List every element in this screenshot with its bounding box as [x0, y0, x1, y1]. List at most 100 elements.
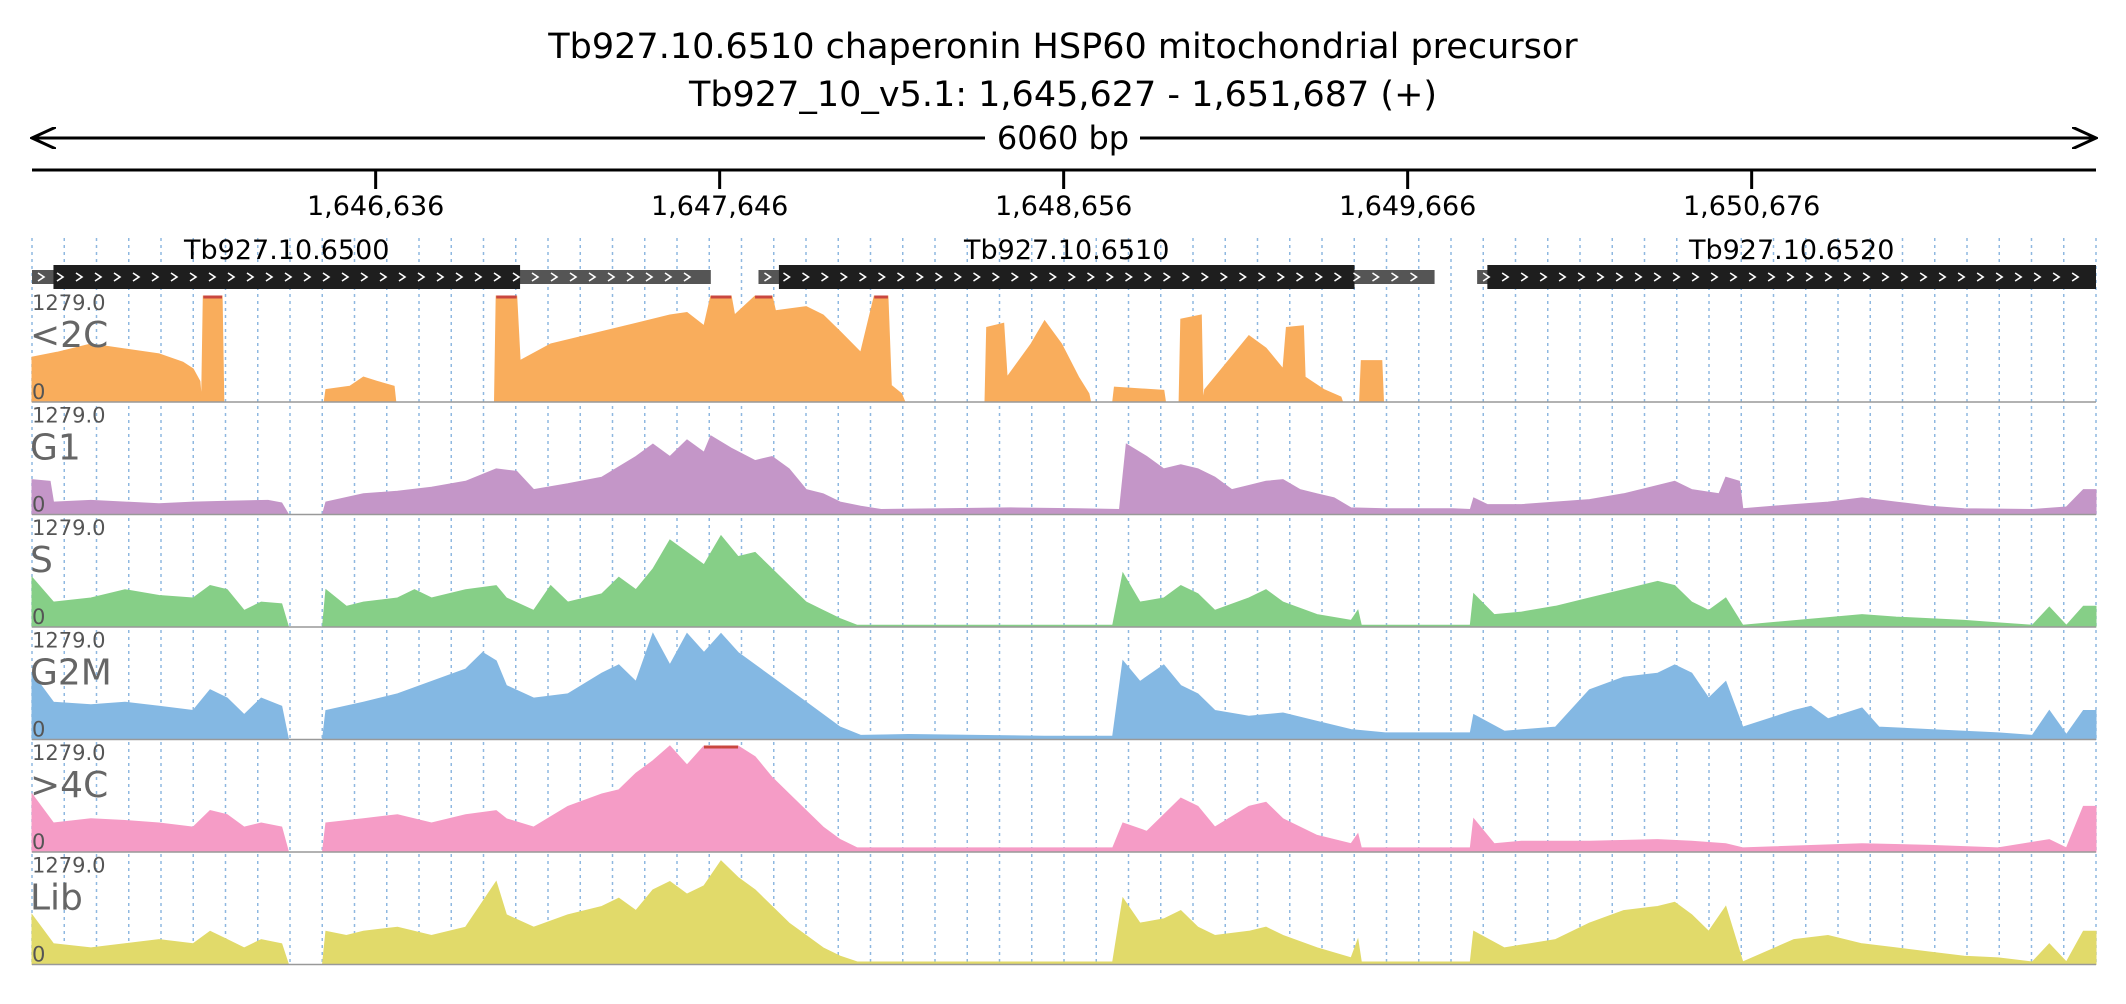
ruler-tick-label: 1,647,646 [651, 191, 788, 222]
strand-chevron [322, 272, 331, 282]
strand-chevron [2052, 272, 2061, 282]
strand-chevron [1201, 272, 1209, 282]
strand-chevron [1144, 272, 1152, 282]
coverage-tracks: 1279.00<2C1279.00G11279.00S1279.00G2M127… [30, 291, 2097, 967]
ruler-tick-label: 1,650,676 [1683, 191, 1820, 222]
strand-chevron [246, 272, 255, 282]
strand-chevron [550, 272, 559, 282]
strand-chevron [935, 272, 943, 282]
track-name: G2M [30, 653, 112, 694]
strand-chevron [1239, 272, 1247, 282]
coverage-area [31, 534, 2097, 628]
strand-chevron [1011, 272, 1019, 282]
strand-chevron [113, 272, 122, 282]
strand-chevron [1786, 272, 1795, 282]
strand-chevron [1634, 272, 1643, 282]
strand-chevron [1049, 272, 1057, 282]
strand-chevron [75, 272, 84, 282]
strand-chevron [37, 272, 46, 282]
gene-track: Tb927.10.6500 Tb927.10.6510 Tb927.10.6520 [32, 235, 2096, 289]
strand-chevron [992, 272, 1000, 282]
track-5: 1279.0 0 Lib [30, 854, 2097, 967]
strand-chevron [1296, 272, 1304, 282]
y-min-label: 0 [32, 718, 45, 742]
strand-chevron [683, 272, 692, 282]
strand-chevron [2014, 272, 2023, 282]
strand-chevron [1672, 272, 1681, 282]
strand-chevron [1577, 272, 1586, 282]
strand-chevron [626, 272, 635, 282]
strand-chevron [455, 272, 464, 282]
strand-chevron [1482, 272, 1491, 282]
y-min-label: 0 [32, 943, 45, 967]
strand-chevron [1691, 272, 1700, 282]
strand-chevron [1957, 272, 1966, 282]
gene-label: Tb927.10.6510 [963, 235, 1169, 266]
track-0: 1279.0 0 <2C [30, 291, 2096, 404]
ruler-tick-label: 1,646,636 [307, 191, 444, 222]
y-max-label: 1279.0 [32, 629, 105, 653]
strand-chevron [512, 272, 521, 282]
strand-chevron [1334, 272, 1342, 282]
strand-chevron [1995, 272, 2004, 282]
strand-chevron [1710, 272, 1719, 282]
strand-chevron [474, 272, 483, 282]
strand-chevron [764, 272, 772, 282]
strand-chevron [1881, 272, 1890, 282]
gene-label: Tb927.10.6500 [183, 235, 389, 266]
coverage-area [31, 745, 2097, 853]
strand-chevron [1258, 272, 1266, 282]
ruler-ticks: 1,646,636 1,647,646 1,648,656 1,649,666 1,65… [307, 170, 1820, 222]
strand-chevron [1391, 272, 1399, 282]
strand-chevron [493, 272, 502, 282]
strand-chevron [1030, 272, 1038, 282]
strand-chevron [878, 272, 886, 282]
gene-label: Tb927.10.6520 [1688, 235, 1894, 266]
strand-chevron [840, 272, 848, 282]
page-title: Tb927.10.6510 chaperonin HSP60 mitochond… [547, 27, 1578, 67]
strand-chevron [1558, 272, 1567, 282]
strand-chevron [588, 272, 597, 282]
strand-chevron [303, 272, 312, 282]
ruler-tick-label: 1,648,656 [995, 191, 1132, 222]
strand-chevron [1938, 272, 1947, 282]
strand-chevron [398, 272, 407, 282]
track-name: >4C [30, 765, 108, 806]
gene-cds [53, 265, 521, 289]
strand-chevron [1501, 272, 1510, 282]
strand-chevron [132, 272, 141, 282]
strand-chevron [284, 272, 293, 282]
strand-chevron [607, 272, 616, 282]
strand-chevron [379, 272, 388, 282]
strand-chevron [151, 272, 160, 282]
coverage-area [31, 860, 2097, 965]
strand-chevron [916, 272, 924, 282]
strand-chevron [436, 272, 445, 282]
strand-chevron [1106, 272, 1114, 282]
strand-chevron [821, 272, 829, 282]
strand-chevron [1182, 272, 1190, 282]
strand-chevron [1919, 272, 1928, 282]
strand-chevron [897, 272, 905, 282]
strand-chevron [802, 272, 810, 282]
strand-chevron [1353, 272, 1361, 282]
strand-chevron [265, 272, 274, 282]
strand-chevron [1596, 272, 1605, 282]
strand-chevron [1315, 272, 1323, 282]
strand-chevron [360, 272, 369, 282]
strand-chevron [1615, 272, 1624, 282]
strand-chevron [189, 272, 198, 282]
track-3: 1279.0 0 G2M [30, 629, 2097, 742]
gridlines [31, 238, 2097, 962]
strand-chevron [531, 272, 540, 282]
y-min-label: 0 [32, 830, 45, 854]
strand-chevron [2071, 272, 2080, 282]
ruler-tick-label: 1,649,666 [1339, 191, 1476, 222]
y-max-label: 1279.0 [32, 854, 105, 878]
strand-chevron [1163, 272, 1171, 282]
strand-chevron [1520, 272, 1529, 282]
strand-chevron [94, 272, 103, 282]
strand-chevron [2033, 272, 2042, 282]
